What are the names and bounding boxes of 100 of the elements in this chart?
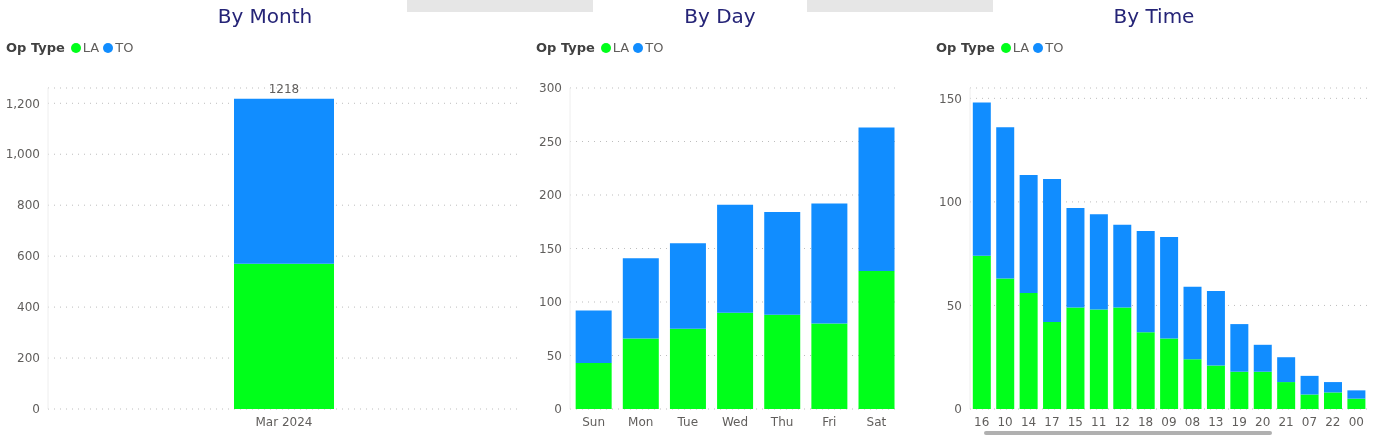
legend-label: TO [114, 40, 134, 55]
bar [1019, 293, 1038, 409]
bar [1183, 286, 1202, 360]
x-tick-label: 21 [1278, 414, 1294, 429]
y-tick-label: 50 [546, 348, 562, 363]
chart-title: By Month [216, 4, 314, 28]
bar [1323, 382, 1342, 393]
y-tick-label: 50 [946, 298, 962, 313]
y-tick-label: 1,200 [5, 96, 40, 111]
y-tick-label: 600 [17, 249, 40, 264]
y-tick-label: 0 [954, 402, 962, 417]
bar [1277, 357, 1296, 383]
y-tick-label: 150 [539, 241, 562, 256]
bar [858, 127, 895, 271]
bar [858, 270, 895, 409]
x-tick-label: 00 [1348, 414, 1364, 429]
y-tick-label: 400 [17, 300, 40, 315]
legend-title: Op Type [936, 40, 995, 55]
legend-label: TO [1044, 40, 1064, 55]
y-tick-label: 800 [17, 198, 40, 213]
x-tick-label: 14 [1020, 414, 1037, 429]
x-tick-label: 08 [1184, 414, 1201, 429]
y-tick-label: 100 [939, 195, 962, 210]
legend-title: Op Type [6, 40, 65, 55]
bar [1183, 359, 1202, 409]
bar [1160, 237, 1179, 339]
bar [1019, 174, 1038, 294]
bar [669, 243, 706, 329]
bar [717, 312, 754, 409]
bar [972, 255, 991, 409]
bar [764, 212, 801, 315]
legend-label: LA [611, 40, 630, 55]
x-tick-label: 17 [1044, 414, 1060, 429]
x-tick-label: 11 [1091, 414, 1107, 429]
bar [1113, 224, 1132, 308]
x-tick-label: Sat [866, 414, 887, 429]
bar [669, 328, 706, 409]
bar [764, 314, 801, 409]
bar [1066, 307, 1085, 409]
bar [1347, 398, 1366, 409]
y-tick-label: 0 [32, 402, 40, 417]
bar [1136, 332, 1155, 409]
x-tick-label: 18 [1137, 414, 1154, 429]
total-label: 1218 [268, 81, 300, 96]
bar [1206, 365, 1225, 409]
x-tick-label: 20 [1255, 414, 1271, 429]
bar [1089, 214, 1108, 310]
legend-label: LA [1011, 40, 1030, 55]
x-tick-label: Fri [822, 414, 837, 429]
y-tick-label: 150 [939, 91, 962, 106]
bar [717, 204, 754, 313]
bar [1230, 371, 1249, 409]
bar [1300, 375, 1319, 395]
chart-title: By Day [683, 4, 757, 28]
x-tick-label: 12 [1114, 414, 1130, 429]
legend-title: Op Type [536, 40, 595, 55]
x-tick-label: 22 [1325, 414, 1341, 429]
bar [1206, 290, 1225, 366]
y-tick-label: 300 [539, 81, 562, 96]
legend-label: TO [644, 40, 664, 55]
x-tick-label: 16 [974, 414, 990, 429]
x-tick-label: 07 [1301, 414, 1318, 429]
x-tick-label: Mar 2024 [255, 414, 313, 429]
bar [811, 323, 848, 409]
bar [1347, 390, 1366, 399]
x-tick-label: Thu [769, 414, 794, 429]
bar [1066, 208, 1085, 308]
bar [575, 310, 612, 363]
x-tick-label: 15 [1067, 414, 1083, 429]
x-tick-label: 10 [997, 414, 1013, 429]
bar [1253, 371, 1272, 409]
bar [1160, 338, 1179, 409]
bar [1043, 179, 1062, 323]
x-tick-label: Wed [721, 414, 749, 429]
bar [972, 102, 991, 256]
x-tick-label: 19 [1231, 414, 1247, 429]
bar [1043, 322, 1062, 409]
x-tick-label: Mon [628, 414, 654, 429]
bar [811, 203, 848, 324]
bar [996, 278, 1015, 409]
bar [575, 362, 612, 409]
x-tick-label: 09 [1161, 414, 1177, 429]
x-tick-label: 13 [1208, 414, 1224, 429]
bar [1089, 309, 1108, 409]
y-tick-label: 200 [17, 351, 40, 366]
chart-title: By Time [1112, 4, 1196, 28]
bar [1113, 307, 1132, 409]
bar [1277, 382, 1296, 409]
y-tick-label: 250 [539, 134, 562, 149]
bar [996, 127, 1015, 279]
y-tick-label: 100 [539, 295, 562, 310]
bar [622, 338, 659, 409]
y-tick-label: 1,000 [5, 147, 40, 162]
y-tick-label: 200 [539, 188, 562, 203]
bar [1136, 230, 1155, 333]
x-tick-label: Tue [676, 414, 699, 429]
legend-label: LA [81, 40, 100, 55]
bar [1230, 324, 1249, 372]
x-tick-label: Sun [582, 414, 605, 429]
bar [622, 258, 659, 339]
